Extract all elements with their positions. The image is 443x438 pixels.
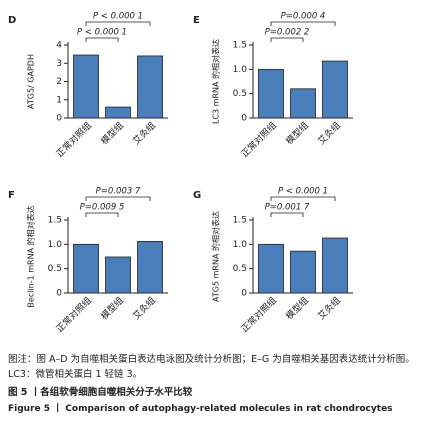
significance-bracket	[85, 212, 119, 217]
significance-label: P < 0.000 1	[93, 12, 143, 22]
significance-label: P=0.009 5	[80, 203, 125, 213]
significance-bracket	[270, 196, 336, 201]
y-tick-label: 1.5	[233, 41, 247, 51]
x-tick-label: 模型组	[98, 294, 126, 322]
bar	[290, 250, 316, 294]
x-tick-label: 艾灸组	[130, 294, 158, 322]
bar	[258, 68, 284, 119]
x-tick-label: 正常对照组	[54, 119, 94, 159]
bar	[73, 243, 99, 294]
y-tick-label: 1.0	[48, 240, 63, 250]
y-tick-label: 2	[56, 77, 62, 87]
caption-title-en: Figure 5 丨 Comparison of autophagy-relat…	[8, 404, 393, 414]
x-tick-label: 正常对照组	[239, 119, 279, 159]
x-tick-label: 正常对照组	[239, 294, 279, 334]
y-tick-label: 0	[241, 289, 247, 299]
panel-letter: F	[8, 190, 15, 201]
x-tick-label: 艾灸组	[130, 119, 158, 147]
panel-letter: E	[193, 15, 200, 26]
y-tick-label: 0.5	[233, 89, 247, 99]
significance-label: P=0.001 7	[265, 203, 310, 213]
bar	[137, 55, 163, 119]
y-axis-label: ATG5/ GAPDH	[27, 54, 36, 109]
y-tick-label: 0.5	[233, 264, 247, 274]
bar	[73, 54, 99, 119]
y-tick-label: 0	[56, 114, 62, 124]
significance-bracket	[85, 196, 151, 201]
y-tick-label: 1	[56, 95, 62, 105]
y-tick-label: 1.5	[48, 216, 62, 226]
y-axis-label: Beclin-1 mRNA 的相对表达	[26, 205, 36, 307]
significance-label: P=0.003 7	[96, 187, 141, 197]
significance-bracket	[270, 37, 304, 42]
panel-letter: D	[8, 15, 16, 26]
bar	[105, 256, 131, 294]
bar	[290, 88, 316, 119]
x-tick-label: 艾灸组	[315, 294, 343, 322]
panel-letter: G	[193, 190, 201, 201]
y-axis-label: LC3 mRNA 的相对表达	[211, 39, 221, 124]
x-tick-label: 模型组	[283, 294, 311, 322]
significance-label: P=0.002 2	[265, 28, 310, 38]
y-tick-label: 0	[241, 114, 247, 124]
y-tick-label: 1.0	[233, 65, 248, 75]
significance-label: P < 0.000 1	[77, 28, 127, 38]
y-tick-label: 0	[56, 289, 62, 299]
bar	[322, 60, 348, 119]
y-tick-label: 1.5	[233, 216, 247, 226]
bar	[137, 241, 163, 294]
x-tick-label: 艾灸组	[315, 119, 343, 147]
y-tick-label: 4	[56, 41, 62, 51]
significance-bracket	[270, 21, 336, 26]
significance-label: P < 0.000 1	[278, 187, 328, 197]
caption-note: 图注：图 A–D 为自噬相关蛋白表达电泳图及统计分析图；E–G 为自噬相关基因表…	[8, 354, 415, 380]
y-tick-label: 0.5	[48, 264, 62, 274]
significance-bracket	[85, 21, 151, 26]
bar	[105, 106, 131, 119]
x-tick-label: 模型组	[98, 119, 126, 147]
bar	[258, 243, 284, 294]
significance-bracket	[270, 212, 304, 217]
significance-bracket	[85, 37, 119, 42]
caption-title-cn: 图 5 丨各组软骨细胞自噬相关分子水平比较	[8, 387, 193, 398]
y-tick-label: 1.0	[233, 240, 248, 250]
y-axis-label: ATG5 mRNA 的相对表达	[211, 211, 221, 302]
y-tick-label: 3	[56, 59, 62, 69]
bar	[322, 237, 348, 294]
x-tick-label: 正常对照组	[54, 294, 94, 334]
x-tick-label: 模型组	[283, 119, 311, 147]
significance-label: P=0.000 4	[281, 12, 326, 22]
